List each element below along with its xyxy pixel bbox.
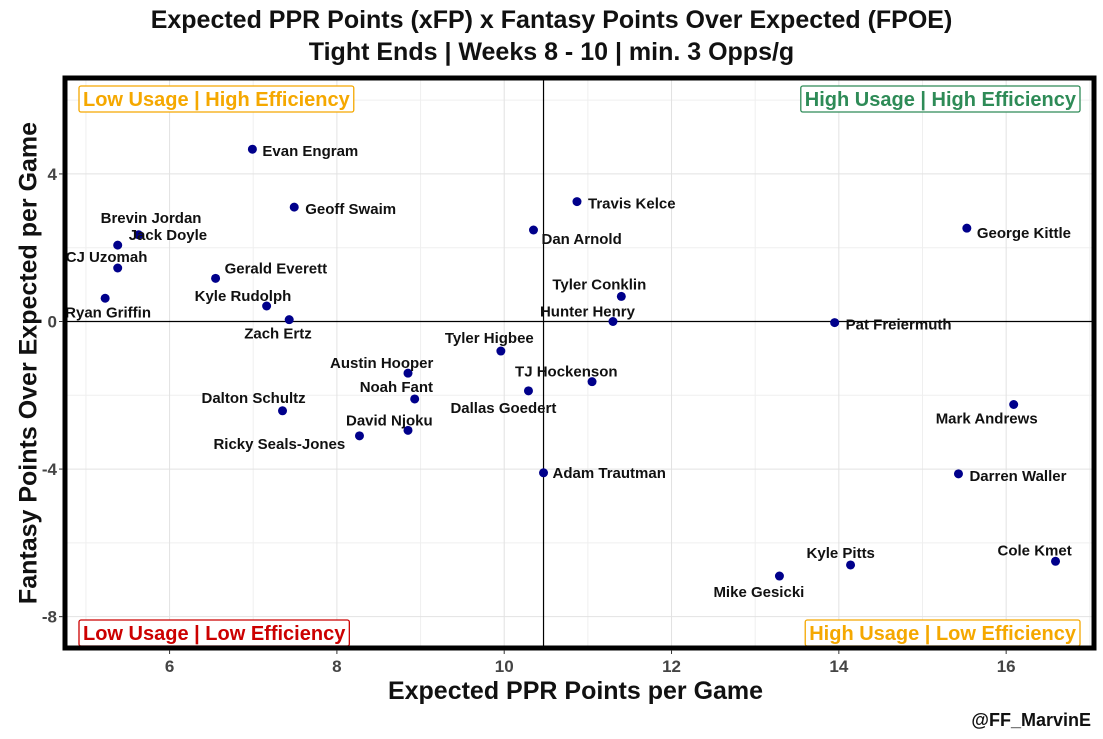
data-point	[403, 368, 413, 378]
y-tick-label: 4	[48, 165, 58, 184]
data-point	[1051, 556, 1061, 566]
point-label: Zach Ertz	[244, 326, 312, 343]
quadrant-label-bottom-left: Low Usage | Low Efficiency	[78, 619, 350, 647]
y-tick-label: -4	[42, 460, 58, 479]
data-point	[616, 291, 626, 301]
x-tick-label: 8	[332, 657, 341, 676]
data-point	[830, 318, 840, 328]
y-tick-label: -8	[42, 608, 57, 627]
point-label: CJ Uzomah	[66, 249, 148, 266]
data-point	[962, 223, 972, 233]
data-point	[572, 197, 582, 207]
point-label: Kyle Pitts	[807, 545, 875, 562]
x-axis-label: Expected PPR Points per Game	[388, 677, 763, 705]
quadrant-label-text: Low Usage | High Efficiency	[83, 89, 351, 111]
data-point	[247, 144, 257, 154]
data-point	[113, 263, 123, 273]
x-tick-label: 10	[495, 657, 514, 676]
reference-lines	[65, 78, 1094, 648]
data-point	[403, 425, 413, 435]
data-point	[608, 316, 618, 326]
panel-border	[62, 75, 1097, 651]
data-point	[100, 293, 110, 303]
quadrant-label-top-right: High Usage | High Efficiency	[800, 85, 1081, 113]
data-point	[410, 394, 420, 404]
data-point	[134, 230, 144, 240]
chart-subtitle: Tight Ends | Weeks 8 - 10 | min. 3 Opps/…	[308, 38, 795, 66]
x-tick-label: 14	[829, 657, 848, 676]
data-point	[587, 377, 597, 387]
data-point	[539, 468, 549, 478]
point-label: Geoff Swaim	[305, 201, 396, 218]
quadrant-labels: Low Usage | High Efficiency High Usage | …	[78, 85, 1081, 647]
point-label: George Kittle	[977, 225, 1071, 242]
data-point	[289, 202, 299, 212]
point-label: Dallas Goedert	[450, 400, 556, 417]
data-point	[284, 315, 294, 325]
point-label: Dalton Schultz	[202, 390, 306, 407]
point-label: Ricky Seals-Jones	[213, 436, 345, 453]
point-label: Dan Arnold	[541, 231, 621, 248]
point-label: Ryan Griffin	[65, 304, 151, 321]
quadrant-label-bottom-right: High Usage | Low Efficiency	[804, 619, 1081, 647]
data-point	[774, 571, 784, 581]
data-point	[354, 431, 364, 441]
point-label: Tyler Higbee	[445, 330, 534, 347]
quadrant-label-text: High Usage | High Efficiency	[805, 89, 1077, 111]
point-label: Mark Andrews	[936, 411, 1038, 428]
data-point	[211, 273, 221, 283]
quadrant-label-text: Low Usage | Low Efficiency	[83, 623, 346, 645]
data-point	[528, 225, 538, 235]
point-label: Cole Kmet	[998, 542, 1072, 559]
point-label: Mike Gesicki	[713, 584, 804, 601]
point-label: Hunter Henry	[540, 303, 636, 320]
x-tick-label: 16	[997, 657, 1016, 676]
point-label: Darren Waller	[969, 468, 1066, 485]
point-label: David Njoku	[346, 412, 433, 429]
data-point	[846, 560, 856, 570]
quadrant-label-box	[78, 85, 355, 113]
point-label: Travis Kelce	[588, 196, 676, 213]
axes	[62, 75, 1097, 651]
credit-handle: @FF_MarvinE	[971, 710, 1091, 730]
quadrant-label-text: High Usage | Low Efficiency	[809, 623, 1077, 645]
point-label: Pat Freiermuth	[846, 317, 952, 334]
data-point	[113, 240, 123, 250]
data-point	[496, 346, 506, 356]
point-label: Gerald Everett	[225, 260, 328, 277]
point-label: Kyle Rudolph	[195, 288, 292, 305]
data-point	[262, 301, 272, 311]
point-label: Austin Hooper	[330, 355, 433, 372]
tick-labels: 6 8 10 12 14 16 4 0 -4 -8	[42, 165, 1016, 676]
point-label: Tyler Conklin	[552, 276, 646, 293]
y-tick-label: 0	[48, 312, 57, 331]
point-label: Evan Engram	[262, 143, 358, 160]
data-point	[953, 469, 963, 479]
chart-title: Expected PPR Points (xFP) x Fantasy Poin…	[150, 6, 953, 34]
data-point	[523, 386, 533, 396]
data-points	[100, 144, 1061, 581]
point-label: Jack Doyle	[129, 227, 207, 244]
y-axis-label: Fantasy Points Over Expected per Game	[15, 122, 43, 604]
point-label: Adam Trautman	[553, 465, 666, 482]
point-label: TJ Hockenson	[515, 364, 618, 381]
quadrant-label-top-left: Low Usage | High Efficiency	[78, 85, 355, 113]
x-tick-label: 12	[662, 657, 681, 676]
x-tick-label: 6	[165, 657, 174, 676]
point-label: Brevin Jordan	[101, 210, 202, 227]
point-label: Noah Fant	[360, 379, 433, 396]
data-point	[278, 406, 288, 416]
quadrant-label-box	[800, 85, 1081, 113]
point-labels: Evan Engram Geoff Swaim Travis Kelce Dan Ar…	[65, 143, 1072, 601]
data-point	[1009, 400, 1019, 410]
